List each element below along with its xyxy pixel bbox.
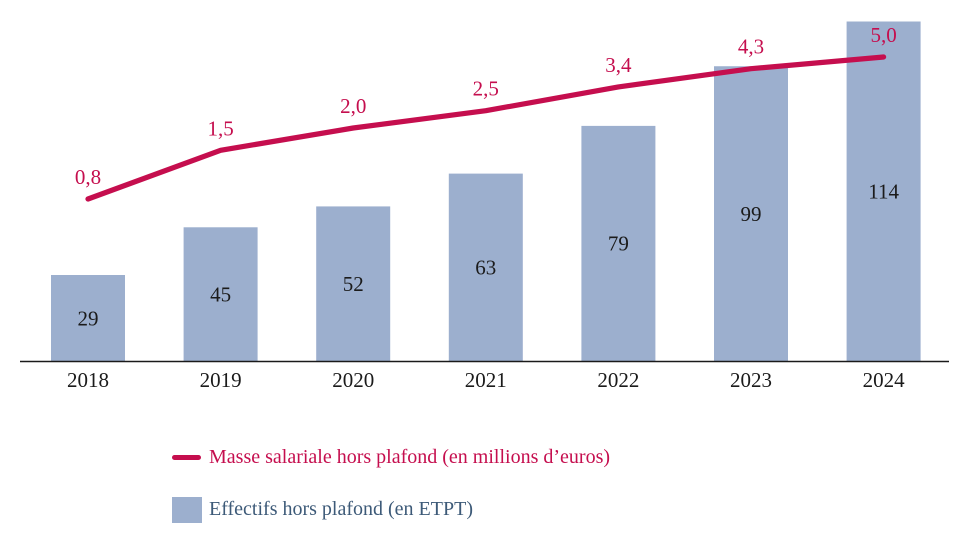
masse-salariale-line [85,54,887,202]
bar-value-2023: 99 [741,202,762,226]
bar-series-swatch-icon [172,496,202,523]
year-label-2021: 2021 [465,368,507,392]
legend-item-effectifs: Effectifs hors plafond (en ETPT) [172,496,610,523]
bar-value-2024: 114 [868,180,899,204]
line-value-2024: 5,0 [870,23,896,47]
bar-2021 [448,173,523,362]
line-series-swatch-icon [172,455,201,460]
legend-label-effectifs: Effectifs hors plafond (en ETPT) [209,498,473,520]
chart-legend: Masse salariale hors plafond (en million… [172,444,610,523]
year-label-2018: 2018 [67,368,109,392]
bar-value-2019: 45 [210,282,231,306]
chart-plot-area: 29 2018 0,8 45 2019 1,5 52 2020 2,0 63 2021 2,5 79 20… [20,21,949,392]
bar-2024 [846,21,921,362]
bar-2020 [316,206,391,362]
bar-value-2020: 52 [343,272,364,296]
line-value-2021: 2,5 [473,77,499,101]
bar-2019 [183,227,258,362]
bar-2023 [714,66,788,362]
bar-value-2022: 79 [608,232,629,256]
legend-item-masse-salariale: Masse salariale hors plafond (en million… [172,444,610,471]
combo-chart: 29 2018 0,8 45 2019 1,5 52 2020 2,0 63 2021 2,5 79 20… [20,21,949,392]
bar-2022 [581,125,656,362]
line-value-2020: 2,0 [340,94,366,118]
line-value-2023: 4,3 [738,35,764,59]
bar-value-2018: 29 [78,306,99,330]
line-value-2019: 1,5 [207,116,233,140]
year-label-2020: 2020 [332,368,374,392]
line-value-2022: 3,4 [605,53,632,77]
year-label-2022: 2022 [597,368,639,392]
year-label-2019: 2019 [200,368,242,392]
legend-label-masse-salariale: Masse salariale hors plafond (en million… [209,446,611,468]
bar-2018 [51,275,125,362]
year-label-2024: 2024 [863,368,906,392]
year-label-2023: 2023 [730,368,772,392]
line-value-2018: 0,8 [75,165,101,189]
bar-value-2021: 63 [475,256,496,280]
